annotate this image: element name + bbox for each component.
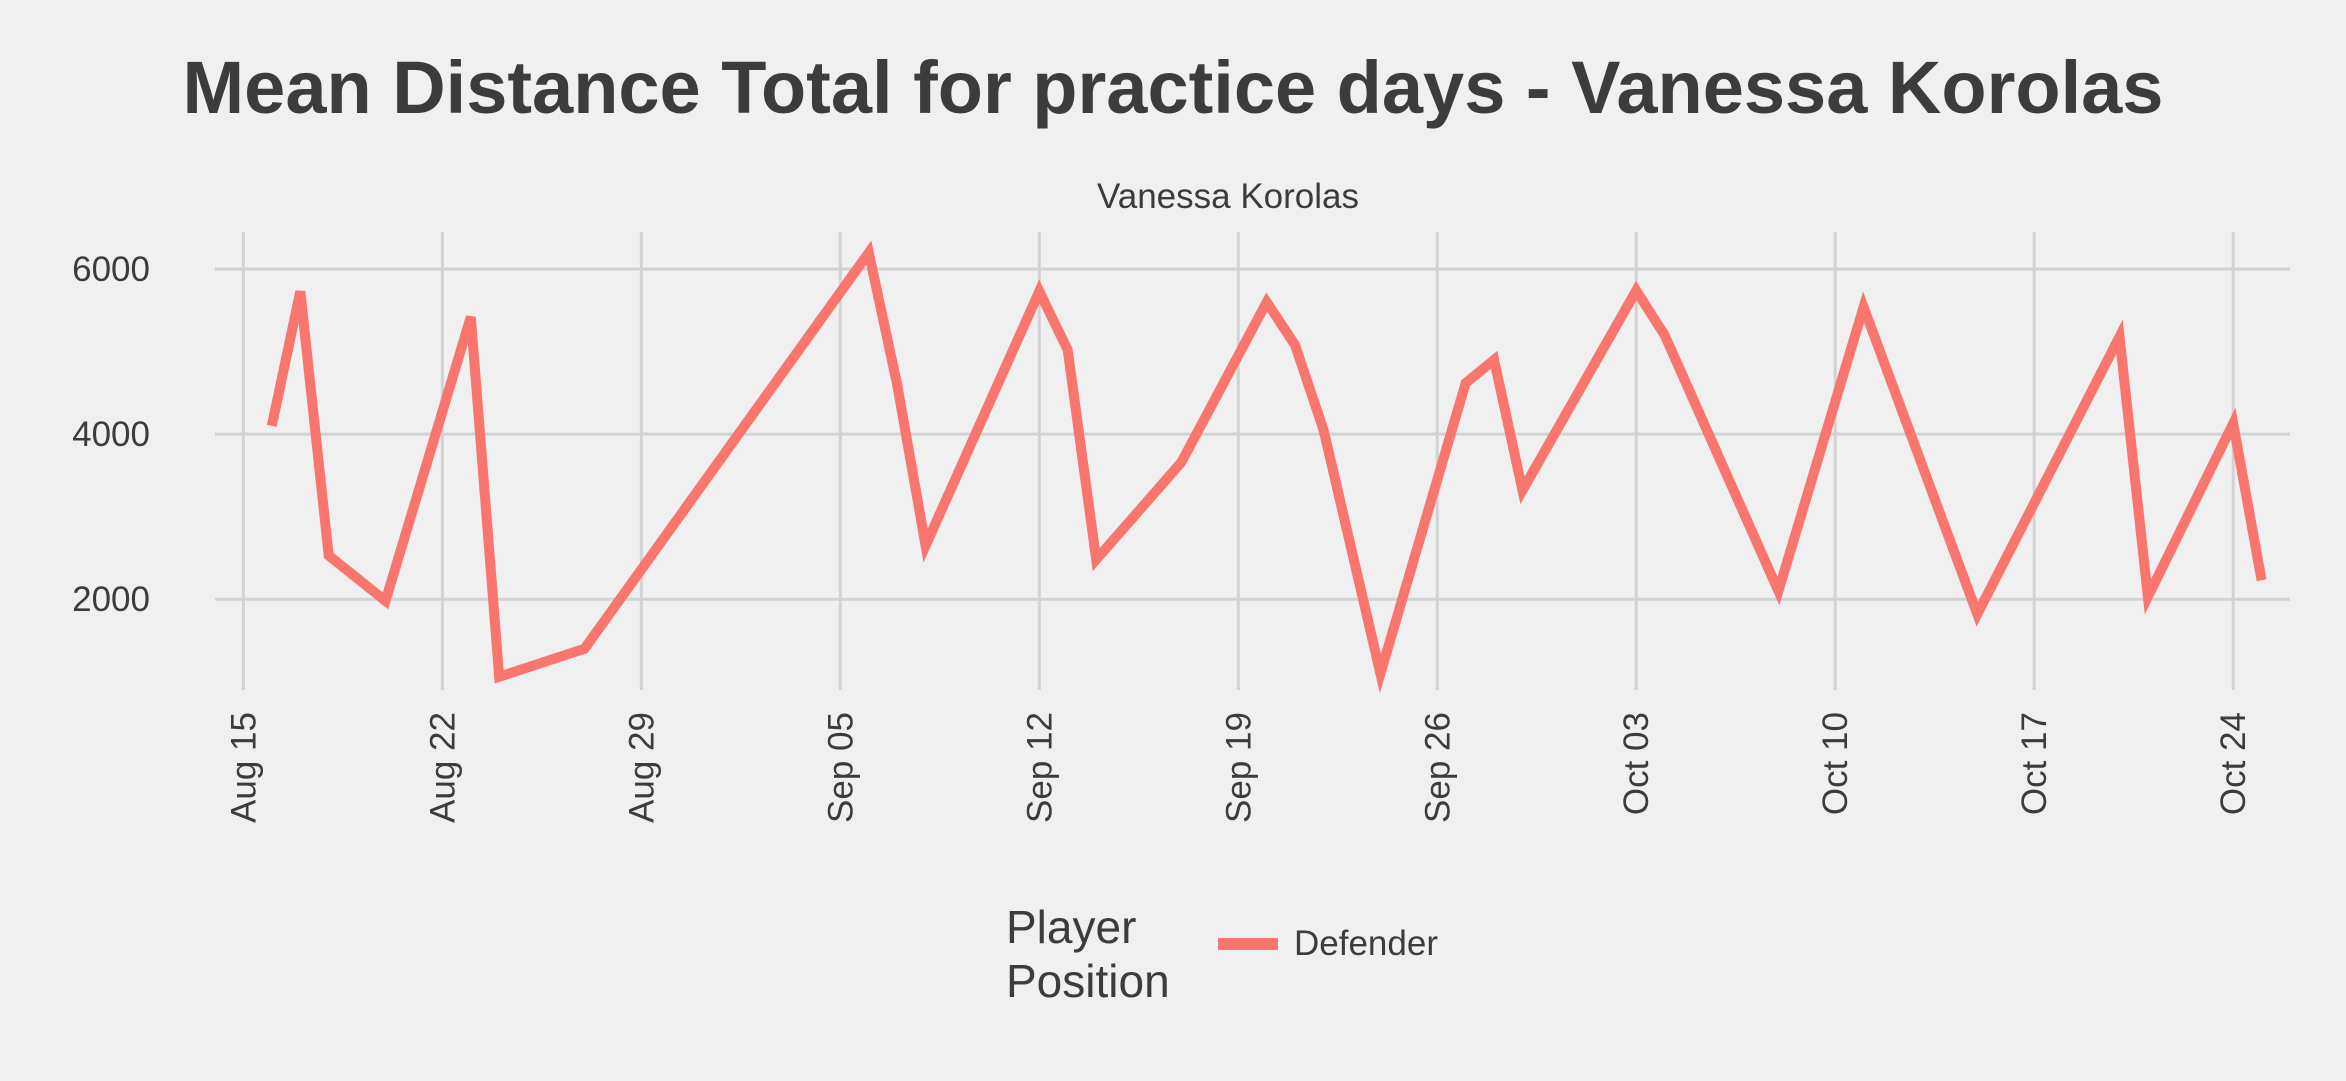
legend: Player Position Defender xyxy=(1006,900,1438,1008)
gridlines xyxy=(215,232,2290,690)
x-tick-label: Aug 29 xyxy=(622,712,661,823)
y-axis-ticks: 2000 4000 6000 xyxy=(72,250,150,619)
chart-title: Mean Distance Total for practice days - … xyxy=(182,46,2164,129)
y-tick-label: 2000 xyxy=(72,580,150,619)
x-tick-label: Sep 12 xyxy=(1020,712,1059,823)
x-tick-label: Aug 15 xyxy=(224,712,263,823)
legend-label: Defender xyxy=(1294,924,1438,963)
x-tick-label: Oct 24 xyxy=(2214,712,2253,815)
x-tick-label: Oct 10 xyxy=(1816,712,1855,815)
legend-swatch xyxy=(1218,938,1278,950)
x-tick-label: Oct 17 xyxy=(2015,712,2054,815)
x-tick-label: Sep 26 xyxy=(1418,712,1457,823)
x-tick-label: Aug 22 xyxy=(423,712,462,823)
x-axis-ticks: Aug 15 Aug 22 Aug 29 Sep 05 Sep 12 Sep 19 Sep … xyxy=(224,712,2253,823)
x-tick-label: Oct 03 xyxy=(1617,712,1656,815)
facet-label: Vanessa Korolas xyxy=(1097,177,1359,216)
x-tick-label: Sep 19 xyxy=(1219,712,1258,823)
series-line-defender xyxy=(266,240,2267,694)
legend-title: Player Position xyxy=(1006,901,1170,1007)
y-tick-label: 6000 xyxy=(72,250,150,289)
y-tick-label: 4000 xyxy=(72,415,150,454)
legend-item-defender: Defender xyxy=(1218,924,1438,964)
series-layer xyxy=(266,240,2267,694)
x-tick-label: Sep 05 xyxy=(821,712,860,823)
